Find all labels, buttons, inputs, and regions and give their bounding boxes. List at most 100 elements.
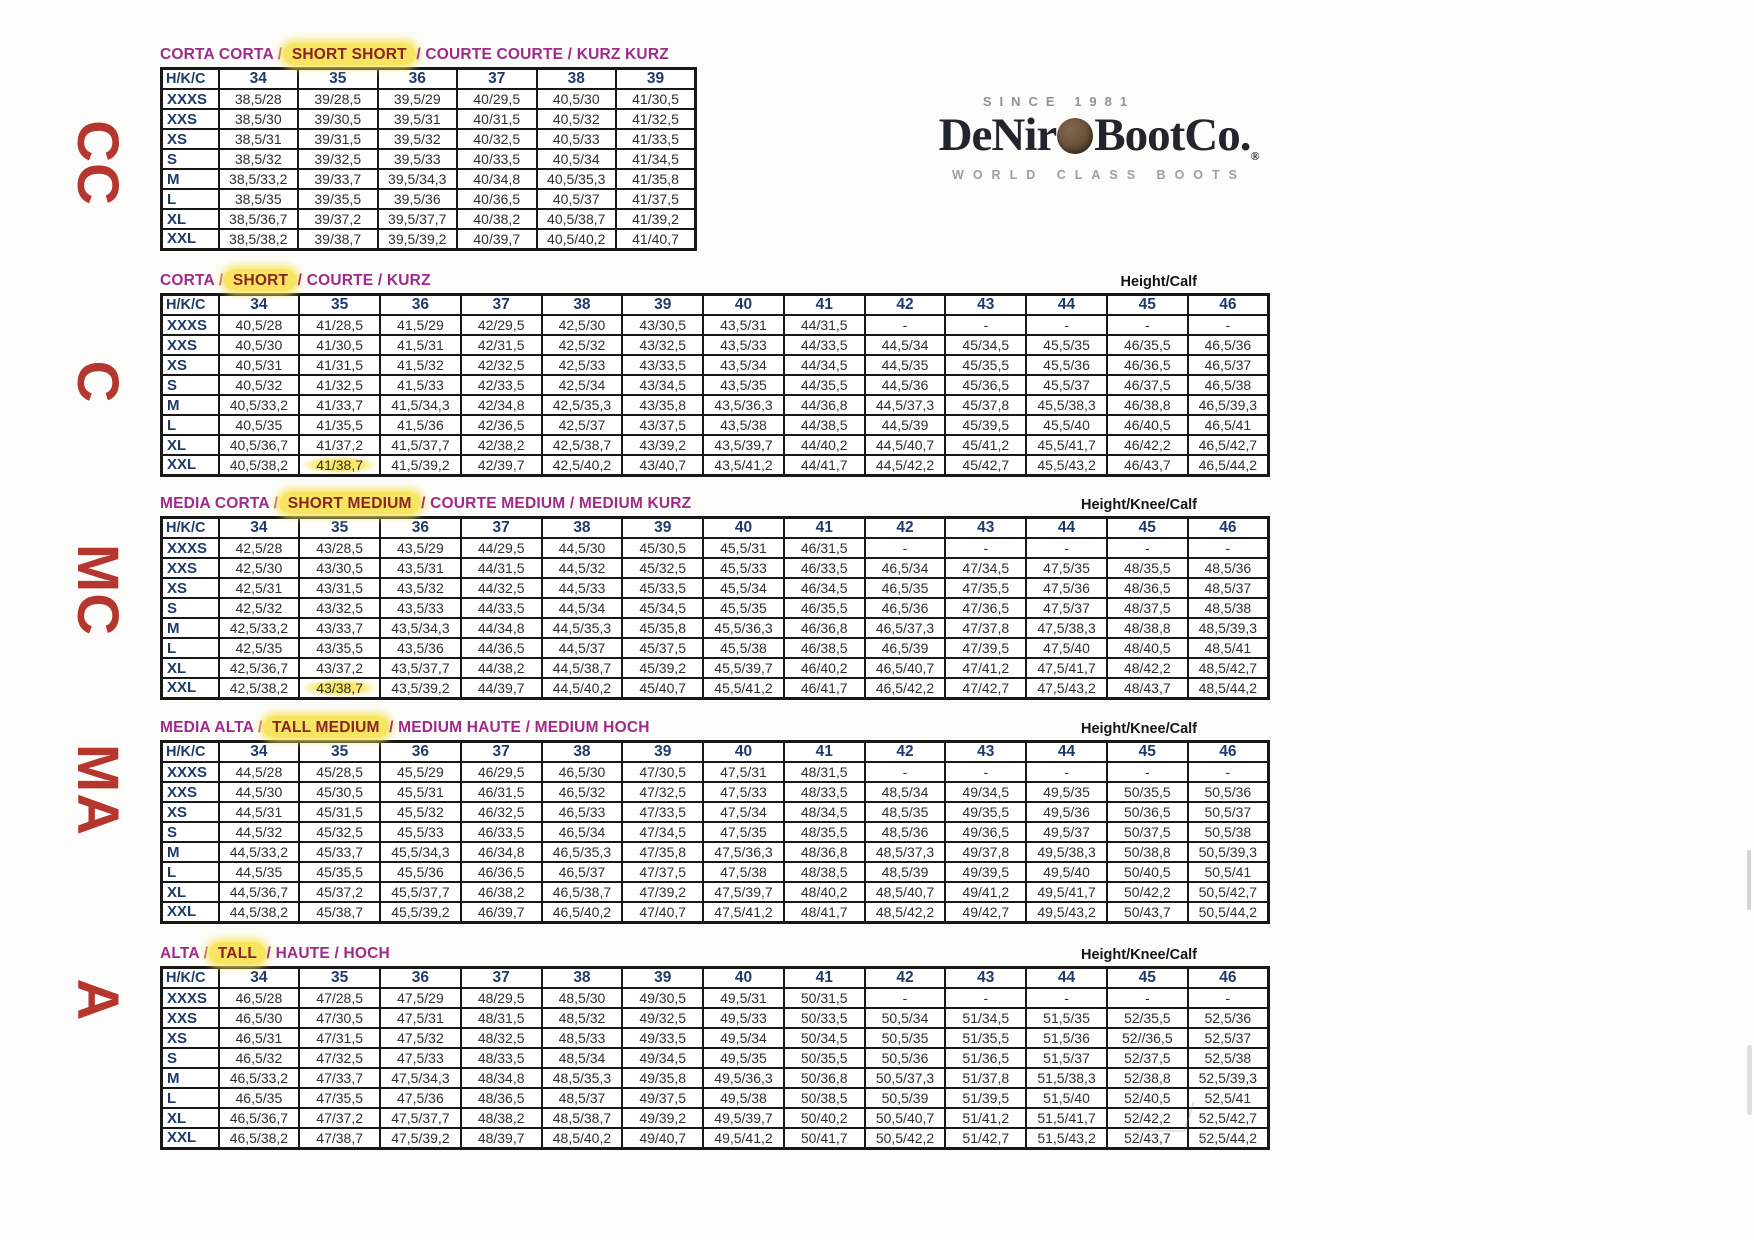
size-cell: 39,5/36	[376, 188, 458, 210]
size-column-header: 37	[459, 516, 543, 539]
size-cell: 44/33,5	[459, 597, 543, 619]
size-cell: 42,5/33,2	[217, 617, 301, 639]
size-cell: 48/35,5	[782, 821, 866, 843]
size-cell: 52//36,5	[1105, 1027, 1189, 1049]
size-cell: 45,5/38,3	[1025, 394, 1108, 416]
size-column-header: 43	[944, 516, 1028, 539]
size-cell: 48,5/33	[540, 1027, 624, 1049]
size-cell: 49/37,8	[944, 841, 1028, 863]
size-cell: 49,5/35	[1025, 781, 1108, 803]
size-column-header: 39	[621, 293, 705, 316]
size-cell: 49,5/37	[1025, 821, 1108, 843]
row-label: S	[160, 821, 220, 843]
size-cell: 47/39,5	[944, 637, 1028, 659]
table-section-corta: CORTA / SHORT / COURTE / KURZ Height/Cal…	[160, 269, 1270, 477]
size-cell: 52,5/37	[1186, 1027, 1270, 1049]
size-cell: 47,5/36,3	[702, 841, 785, 863]
size-cell: 47/33,7	[298, 1067, 382, 1089]
header-row: H/K/C 34 35 36 37 38 39 40 41 42 43 44 45 46	[160, 516, 1270, 539]
row-label: XL	[160, 434, 220, 456]
size-cell: 39/30,5	[297, 108, 379, 130]
size-cell: 45/32,5	[298, 821, 382, 843]
size-cell: 46,5/36,7	[217, 1107, 301, 1129]
size-cell: 41,5/29	[379, 314, 462, 336]
table-title-row: CORTA CORTA / SHORT SHORT / COURTE COURT…	[160, 43, 697, 66]
size-cell: 48,5/35	[863, 801, 947, 823]
size-cell: 46,5/44,2	[1186, 454, 1270, 476]
size-cell: -	[1025, 761, 1108, 783]
size-cell: 43/32,5	[621, 334, 705, 356]
size-cell: 44/31,5	[459, 557, 543, 579]
size-column-header: 42	[863, 293, 947, 316]
size-cell: 45/35,5	[944, 354, 1028, 376]
table-title: MEDIA ALTA / TALL MEDIUM / MEDIUM HAUTE …	[160, 716, 650, 738]
size-cell: 41/40,7	[615, 228, 697, 250]
size-cell: 44,5/31	[217, 801, 301, 823]
size-column-header: 37	[459, 966, 543, 989]
size-cell: 38,5/31	[217, 128, 299, 150]
logo-name-left: DeNir	[938, 109, 1058, 161]
table-row: L 42,5/35 43/35,5 43,5/36 44/36,5 44,5/37 45/3…	[160, 637, 1270, 659]
row-label: XXXS	[160, 537, 220, 559]
size-cell: 49,5/34	[702, 1027, 785, 1049]
size-cell: 44,5/37	[540, 637, 624, 659]
size-cell: 51,5/35	[1025, 1007, 1108, 1029]
size-cell: 49,5/43,2	[1025, 901, 1108, 923]
table-row: M 46,5/33,2 47/33,7 47,5/34,3 48/34,8 48,5/35…	[160, 1067, 1270, 1089]
size-cell: 48/42,2	[1105, 657, 1189, 679]
size-cell: 39/32,5	[297, 148, 379, 170]
size-column-header: 46	[1186, 293, 1270, 316]
title-word: /	[253, 719, 268, 736]
size-cell: 44/41,7	[782, 454, 866, 476]
size-cell: 41,5/31	[379, 334, 462, 356]
row-label: L	[160, 637, 220, 659]
size-cell: 43,5/41,2	[702, 454, 785, 476]
size-cell: 41,5/34,3	[379, 394, 462, 416]
size-cell: 42/34,8	[459, 394, 543, 416]
side-label-corta: C	[65, 360, 131, 404]
size-cell: 48/29,5	[459, 987, 543, 1009]
size-cell: 52/35,5	[1105, 1007, 1189, 1029]
size-cell: 47,5/41,7	[1025, 657, 1108, 679]
size-cell: 44,5/28	[217, 761, 301, 783]
size-cell: 45,5/39,2	[379, 901, 462, 923]
size-cell: 46,5/42,2	[863, 677, 947, 699]
row-label: XS	[160, 801, 220, 823]
table-row: XXXS 46,5/28 47/28,5 47,5/29 48/29,5 48,5/30 4…	[160, 987, 1270, 1009]
size-cell: -	[1025, 314, 1108, 336]
table-row: XXXS 42,5/28 43/28,5 43,5/29 44/29,5 44,5/30 4…	[160, 537, 1270, 559]
size-column-header: 46	[1186, 966, 1270, 989]
size-cell: 50/38,5	[782, 1087, 866, 1109]
size-cell: 51,5/40	[1025, 1087, 1108, 1109]
size-cell: 49/36,5	[944, 821, 1028, 843]
size-column-header: 40	[702, 516, 785, 539]
row-label: XXL	[160, 454, 220, 476]
row-label: XS	[160, 354, 220, 376]
size-cell: 48/36,8	[782, 841, 866, 863]
title-word: /	[373, 272, 387, 289]
title-word-highlighted: TALL MEDIUM	[263, 716, 389, 738]
table-row: XS 38,5/31 39/31,5 39,5/32 40/32,5 40,5/33 41/…	[160, 128, 697, 150]
size-cell: 39,5/39,2	[376, 228, 458, 250]
size-cell: 50,5/42,2	[863, 1127, 947, 1149]
size-cell: 40,5/36,7	[217, 434, 301, 456]
side-label-media-corta: MC	[65, 543, 131, 637]
title-word: /	[416, 495, 431, 512]
size-column-header: 40	[702, 293, 785, 316]
table-row: XL 44,5/36,7 45/37,2 45,5/37,7 46/38,2 46,5/3…	[160, 881, 1270, 903]
size-cell: 49,5/36	[1025, 801, 1108, 823]
table-section-corta-corta: CORTA CORTA / SHORT SHORT / COURTE COURT…	[160, 43, 697, 251]
size-cell: 45,5/31	[379, 781, 462, 803]
scan-pencil-mark	[1137, 1102, 1195, 1132]
table-section-alta: ALTA / TALL / HAUTE / HOCH Height/Knee/C…	[160, 942, 1270, 1150]
size-cell: 43,5/39,2	[379, 677, 462, 699]
size-cell: 46/39,7	[459, 901, 543, 923]
size-cell: 50,5/35	[863, 1027, 947, 1049]
size-table: H/K/C 34 35 36 37 38 39 XXXS 38,5/28 39/28,5 39,5/…	[160, 67, 697, 251]
table-row: XXXS 40,5/28 41/28,5 41,5/29 42/29,5 42,5/30 4…	[160, 314, 1270, 336]
size-cell: 45,5/34	[702, 577, 785, 599]
size-cell: 46,5/32	[217, 1047, 301, 1069]
size-cell: 48,5/37,3	[863, 841, 947, 863]
title-word: ALTA	[160, 945, 200, 962]
size-cell: -	[1105, 314, 1189, 336]
